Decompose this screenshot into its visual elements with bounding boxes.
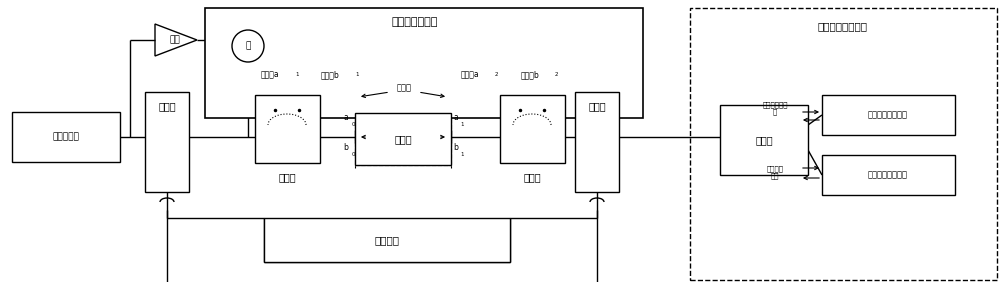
Text: 偶次谐波信号注入: 偶次谐波信号注入 bbox=[868, 171, 908, 180]
Text: 耦合器: 耦合器 bbox=[278, 172, 296, 182]
Bar bbox=[575, 92, 619, 192]
Text: 谐波有源负载模块: 谐波有源负载模块 bbox=[818, 21, 868, 31]
Text: 探针面: 探针面 bbox=[396, 83, 412, 92]
Text: 2: 2 bbox=[555, 72, 558, 78]
Bar bbox=[205, 8, 643, 118]
Text: 直流电源: 直流电源 bbox=[374, 235, 400, 245]
Text: 1: 1 bbox=[460, 122, 464, 127]
Text: 1: 1 bbox=[460, 151, 464, 157]
Text: 1: 1 bbox=[355, 72, 358, 78]
Text: 0: 0 bbox=[352, 151, 356, 157]
Bar bbox=[355, 113, 451, 165]
Bar bbox=[145, 92, 189, 192]
Bar bbox=[255, 95, 320, 163]
Text: 基波与奇次谐
波: 基波与奇次谐 波 bbox=[762, 101, 788, 115]
Text: 耦合器: 耦合器 bbox=[523, 172, 541, 182]
Text: 源端调谐器: 源端调谐器 bbox=[53, 133, 79, 142]
Bar bbox=[822, 155, 955, 195]
Text: 接收机a: 接收机a bbox=[261, 70, 279, 80]
Bar bbox=[690, 8, 997, 280]
Text: 0: 0 bbox=[352, 122, 356, 127]
Text: 接收机a: 接收机a bbox=[461, 70, 479, 80]
Text: a: a bbox=[453, 113, 458, 122]
Bar bbox=[822, 95, 955, 135]
Text: 1: 1 bbox=[295, 72, 298, 78]
Text: 双工器: 双工器 bbox=[755, 135, 773, 145]
Bar bbox=[264, 218, 510, 262]
Text: 2: 2 bbox=[495, 72, 498, 78]
Text: 偶次谐波
信号: 偶次谐波 信号 bbox=[767, 165, 784, 179]
Text: 源: 源 bbox=[245, 41, 251, 50]
Text: 待测件: 待测件 bbox=[394, 134, 412, 144]
Text: 接收机b: 接收机b bbox=[321, 70, 339, 80]
Bar bbox=[720, 105, 808, 175]
Text: 奇次谐波信号注入: 奇次谐波信号注入 bbox=[868, 111, 908, 120]
Text: 偏置器: 偏置器 bbox=[158, 101, 176, 111]
Text: b: b bbox=[343, 144, 348, 153]
Bar bbox=[500, 95, 565, 163]
Text: a: a bbox=[343, 113, 348, 122]
Text: 接收机b: 接收机b bbox=[521, 70, 539, 80]
Text: 功放: 功放 bbox=[170, 36, 180, 45]
Text: b: b bbox=[453, 144, 458, 153]
Text: 偏置器: 偏置器 bbox=[588, 101, 606, 111]
Bar bbox=[12, 112, 120, 162]
Text: 矢量网络分析仪: 矢量网络分析仪 bbox=[392, 17, 438, 27]
